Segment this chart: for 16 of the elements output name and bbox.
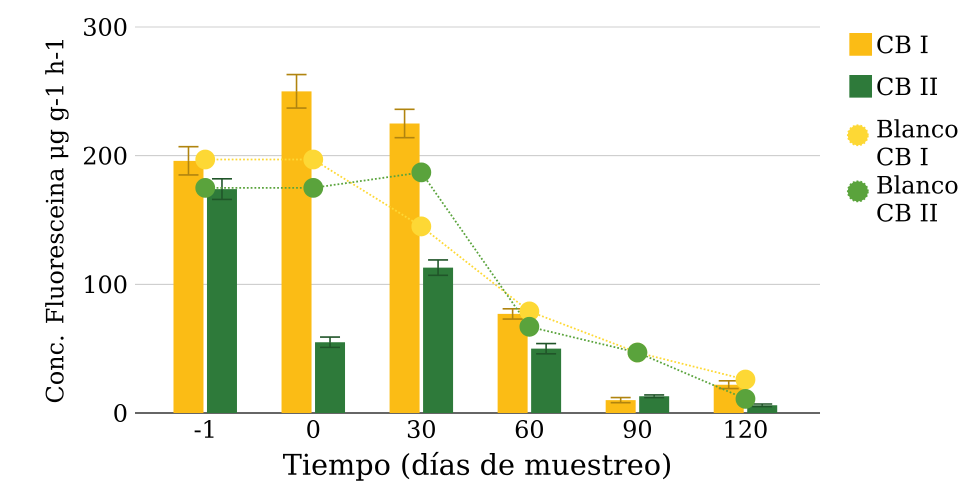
x-tick-label: 0 xyxy=(307,420,320,438)
y-tick-label: 0 xyxy=(114,404,126,422)
x-axis-title: Tiempo (días de muestreo) xyxy=(283,452,670,481)
legend-label: Blanco CB II xyxy=(877,175,958,222)
x-tick-label: 90 xyxy=(624,420,652,438)
legend-label: Blanco CB I xyxy=(877,119,958,166)
x-tick-label: 30 xyxy=(408,420,435,438)
x-tick-label: 60 xyxy=(516,420,543,438)
x-tick-label: -1 xyxy=(194,420,214,438)
y-tick-label: 200 xyxy=(84,146,126,165)
legend-label: CB I xyxy=(877,35,928,54)
legend-label: CB II xyxy=(877,77,938,96)
y-tick-label: 300 xyxy=(84,18,126,36)
y-tick-label: 100 xyxy=(85,275,126,294)
y-axis-title: Conc. Fluoresceina μg g-1 h-1 xyxy=(45,40,69,402)
x-tick-label: 120 xyxy=(726,420,767,438)
